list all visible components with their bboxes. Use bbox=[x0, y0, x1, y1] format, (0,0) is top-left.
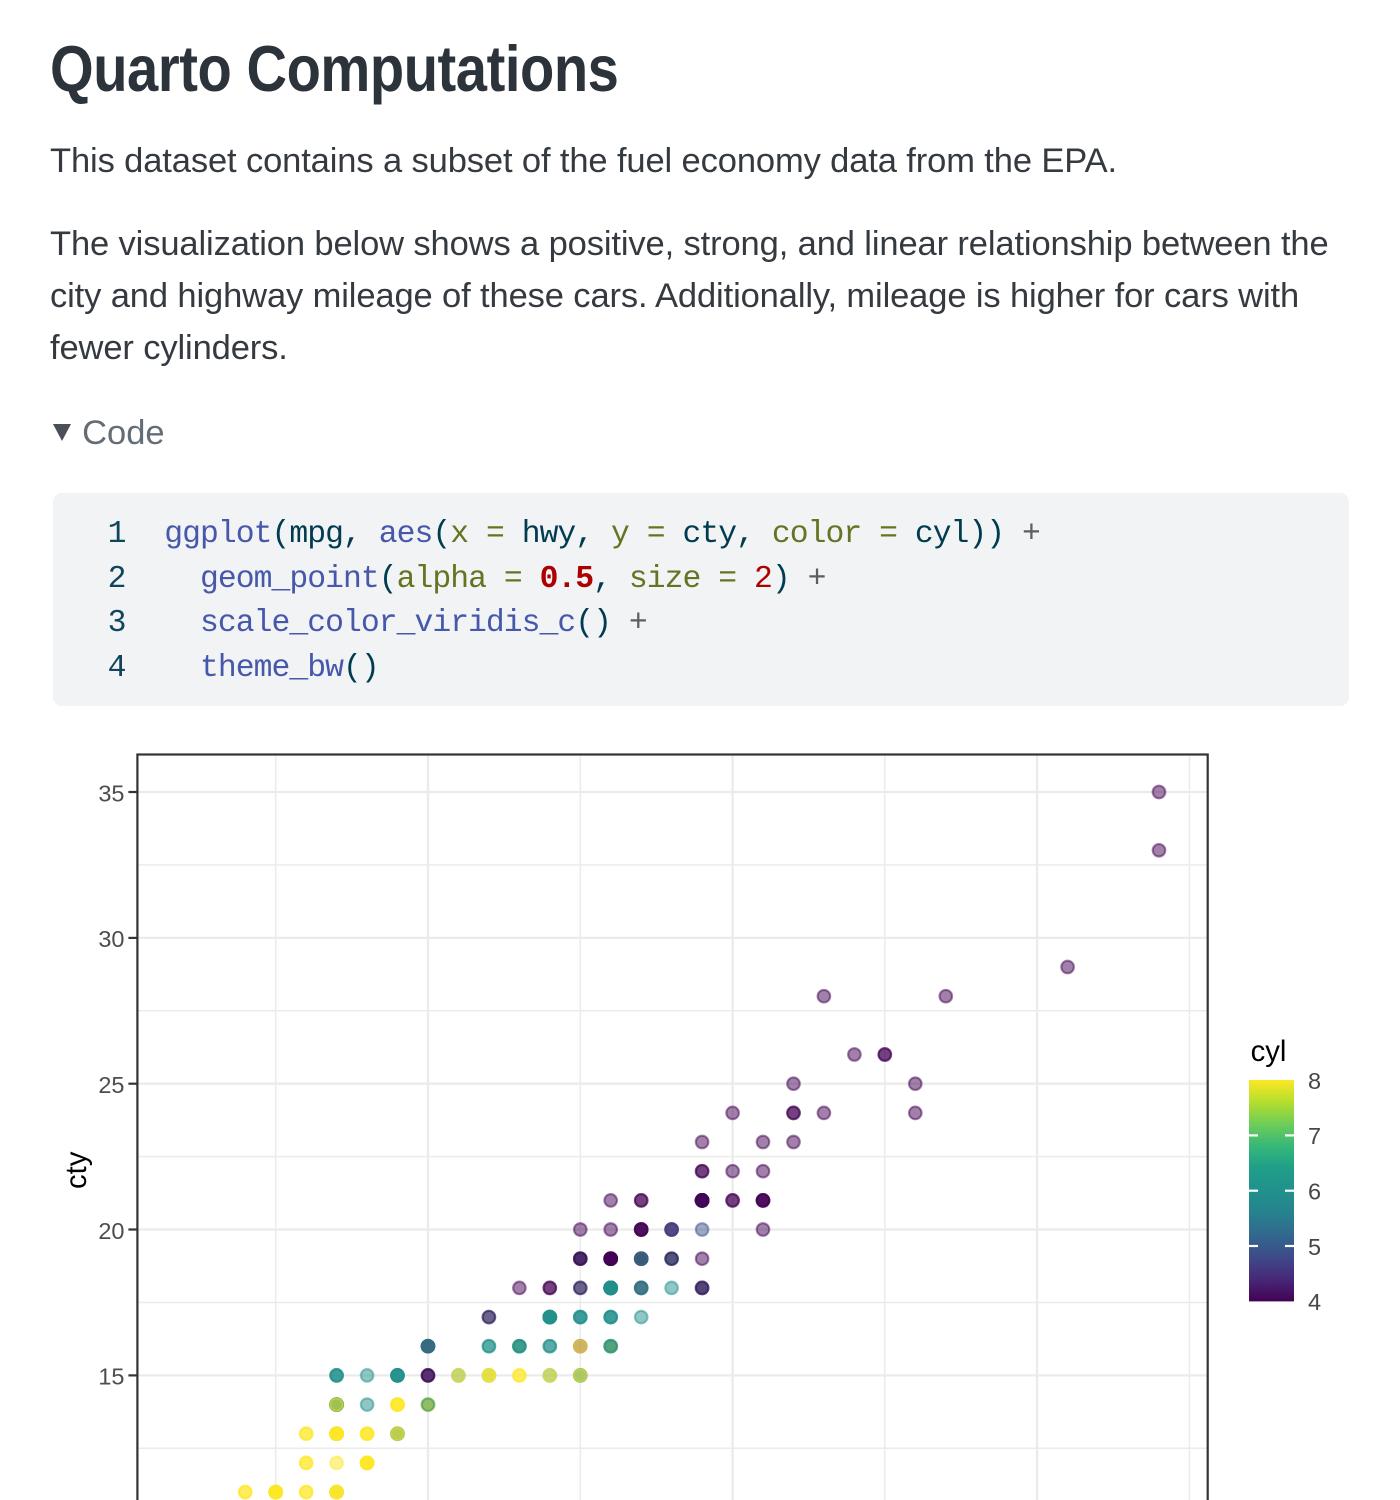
svg-text:cyl: cyl bbox=[1251, 1035, 1287, 1068]
svg-text:cty: cty bbox=[60, 1151, 93, 1189]
svg-text:4: 4 bbox=[1308, 1289, 1321, 1315]
svg-text:25: 25 bbox=[98, 1072, 124, 1098]
svg-text:35: 35 bbox=[98, 780, 124, 806]
svg-text:7: 7 bbox=[1308, 1123, 1321, 1149]
svg-text:20: 20 bbox=[98, 1218, 124, 1244]
svg-text:5: 5 bbox=[1308, 1234, 1321, 1260]
svg-text:15: 15 bbox=[98, 1364, 124, 1390]
svg-text:8: 8 bbox=[1308, 1068, 1321, 1094]
svg-text:30: 30 bbox=[98, 926, 124, 952]
svg-text:6: 6 bbox=[1308, 1179, 1321, 1205]
